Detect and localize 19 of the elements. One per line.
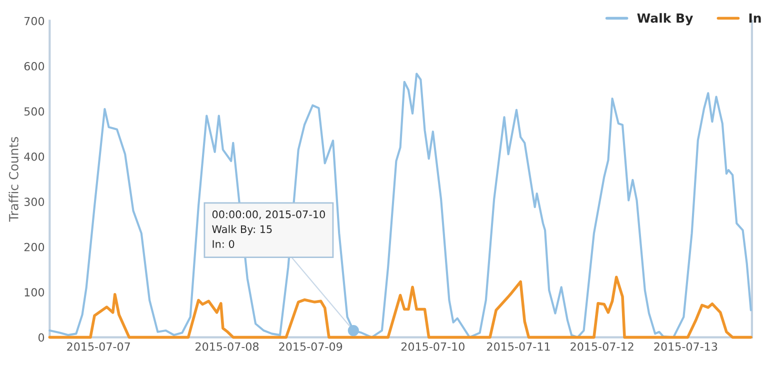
legend-label: Walk By	[637, 13, 693, 26]
x-tick-label: 2015-07-08	[196, 342, 259, 351]
y-tick-label: 600	[24, 62, 44, 70]
y-tick-label: 300	[24, 198, 44, 206]
x-tick-label: 2015-07-12	[570, 342, 634, 351]
y-tick-label: 200	[24, 242, 44, 252]
x-tick-label: 2015-07-07	[67, 342, 130, 351]
y-tick-label: 100	[24, 288, 44, 296]
y-tick-label: 0	[38, 333, 44, 342]
y-tick-label: 500	[24, 107, 44, 116]
x-tick-label: 2015-07-13	[654, 342, 718, 351]
x-tick-label: 2015-07-10	[401, 342, 464, 351]
y-axis-title: Traffic Counts	[8, 137, 18, 222]
annotation: 00:00:00, 2015-07-10 Walk By: 15 In: 0	[212, 210, 325, 248]
x-tick-label: 2015-07-09	[279, 342, 342, 351]
y-tick-label: 700	[24, 16, 44, 26]
y-tick-label: 400	[24, 152, 44, 161]
legend-label: In	[749, 13, 761, 23]
x-tick-label: 2015-07-11	[487, 342, 550, 351]
